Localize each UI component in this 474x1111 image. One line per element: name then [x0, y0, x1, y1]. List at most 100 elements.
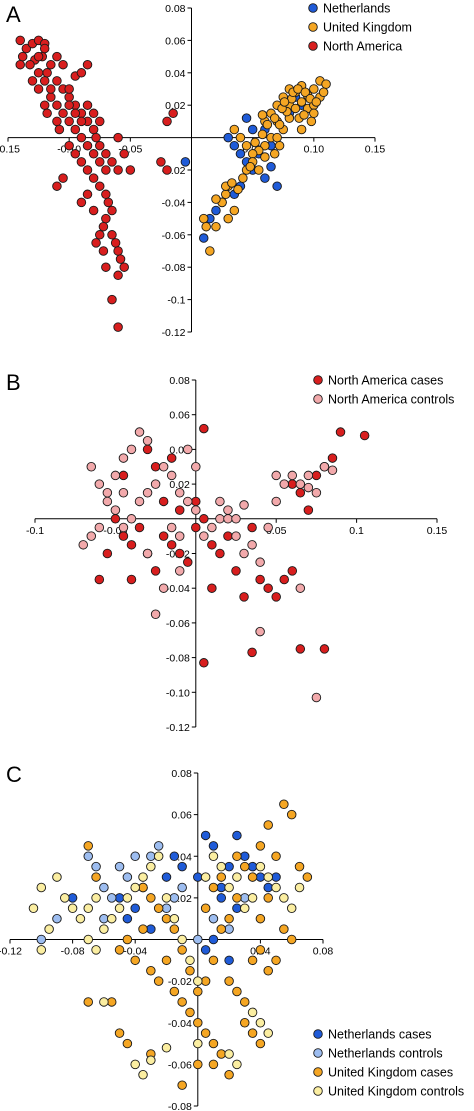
data-point: [107, 157, 117, 167]
data-point: [247, 872, 258, 882]
data-point: [274, 119, 285, 130]
data-point: [263, 965, 273, 976]
data-point: [130, 851, 140, 862]
data-point: [191, 496, 201, 507]
data-point: [295, 488, 306, 498]
data-point: [106, 893, 117, 903]
data-point: [113, 322, 123, 332]
data-point: [193, 872, 203, 882]
data-point: [94, 522, 105, 533]
data-point: [88, 205, 99, 216]
data-point: [146, 851, 156, 862]
y-tick-label: 0.04: [165, 68, 186, 80]
data-point: [224, 955, 234, 966]
data-point: [180, 157, 191, 167]
data-point: [279, 97, 290, 107]
data-point: [162, 165, 172, 175]
data-point: [260, 140, 270, 151]
data-point: [232, 872, 242, 882]
data-point: [241, 140, 252, 151]
panel-a: A-0.15-0.10-0.050.050.100.150.080.060.04…: [0, 2, 412, 340]
data-point: [279, 479, 289, 489]
data-point: [52, 872, 62, 882]
data-point: [287, 479, 298, 489]
data-point: [309, 108, 319, 119]
data-point: [70, 149, 81, 159]
panel-c: C-0.12-0.08-0.040.040.080.080.060.040.02…: [0, 762, 464, 1111]
x-tick-label: 0.10: [304, 144, 325, 156]
data-point: [223, 514, 233, 524]
data-point: [91, 945, 101, 955]
data-point: [94, 181, 105, 191]
data-point: [126, 514, 137, 524]
x-tick-label: -0.08: [61, 946, 85, 958]
data-point: [138, 872, 148, 882]
data-point: [279, 893, 289, 903]
data-point: [263, 872, 273, 882]
data-point: [177, 861, 187, 872]
panel-label: C: [6, 762, 22, 787]
data-point: [224, 1049, 234, 1059]
data-point: [232, 893, 242, 903]
data-point: [99, 882, 109, 893]
series-united-kingdom: [198, 76, 331, 256]
data-point: [134, 496, 145, 507]
data-point: [224, 882, 234, 893]
data-point: [44, 924, 54, 934]
data-point: [266, 162, 276, 172]
data-point: [287, 470, 298, 481]
data-point: [130, 882, 140, 893]
data-point: [229, 124, 240, 135]
data-point: [67, 893, 78, 903]
data-point: [224, 1070, 234, 1080]
data-point: [223, 132, 233, 143]
data-point: [118, 453, 129, 463]
data-point: [110, 514, 121, 524]
data-point: [224, 861, 234, 872]
series-netherlands-cases: [67, 830, 281, 966]
data-point: [208, 851, 219, 862]
data-point: [114, 1028, 125, 1038]
data-point: [294, 861, 305, 872]
data-point: [103, 197, 114, 208]
data-point: [150, 479, 161, 489]
panel-b: B-0.1 -0.05 0.05 0.1 0.150.080.060.040.02-0.…: [6, 370, 454, 734]
data-point: [130, 1059, 140, 1070]
data-point: [271, 882, 281, 893]
data-point: [91, 132, 101, 143]
data-point: [88, 149, 99, 159]
data-point: [39, 76, 50, 86]
data-point: [110, 505, 121, 515]
y-tick-label: -0.08: [166, 653, 190, 665]
data-point: [257, 110, 268, 120]
series-north-america-cases: [94, 423, 370, 668]
data-point: [311, 97, 322, 107]
data-point: [114, 861, 125, 872]
data-point: [232, 1059, 242, 1070]
data-point: [142, 488, 153, 498]
data-point: [174, 505, 185, 515]
data-point: [290, 103, 301, 114]
data-point: [208, 955, 219, 966]
data-point: [88, 173, 99, 183]
series-united-kingdom-cases: [83, 799, 313, 1090]
data-point: [101, 262, 111, 272]
data-point: [86, 462, 97, 472]
data-point: [64, 140, 74, 151]
data-point: [150, 566, 161, 576]
data-point: [183, 557, 193, 567]
data-point: [158, 583, 169, 593]
data-point: [199, 658, 209, 668]
data-point: [174, 531, 185, 541]
y-tick-label: 0.08: [171, 768, 192, 780]
data-point: [335, 427, 346, 437]
data-point: [83, 934, 93, 945]
data-point: [126, 444, 137, 455]
data-point: [25, 59, 35, 70]
data-point: [239, 1018, 250, 1028]
data-point: [255, 574, 265, 585]
data-point: [274, 140, 285, 151]
data-point: [113, 246, 123, 256]
data-point: [193, 986, 203, 997]
data-point: [271, 851, 281, 862]
